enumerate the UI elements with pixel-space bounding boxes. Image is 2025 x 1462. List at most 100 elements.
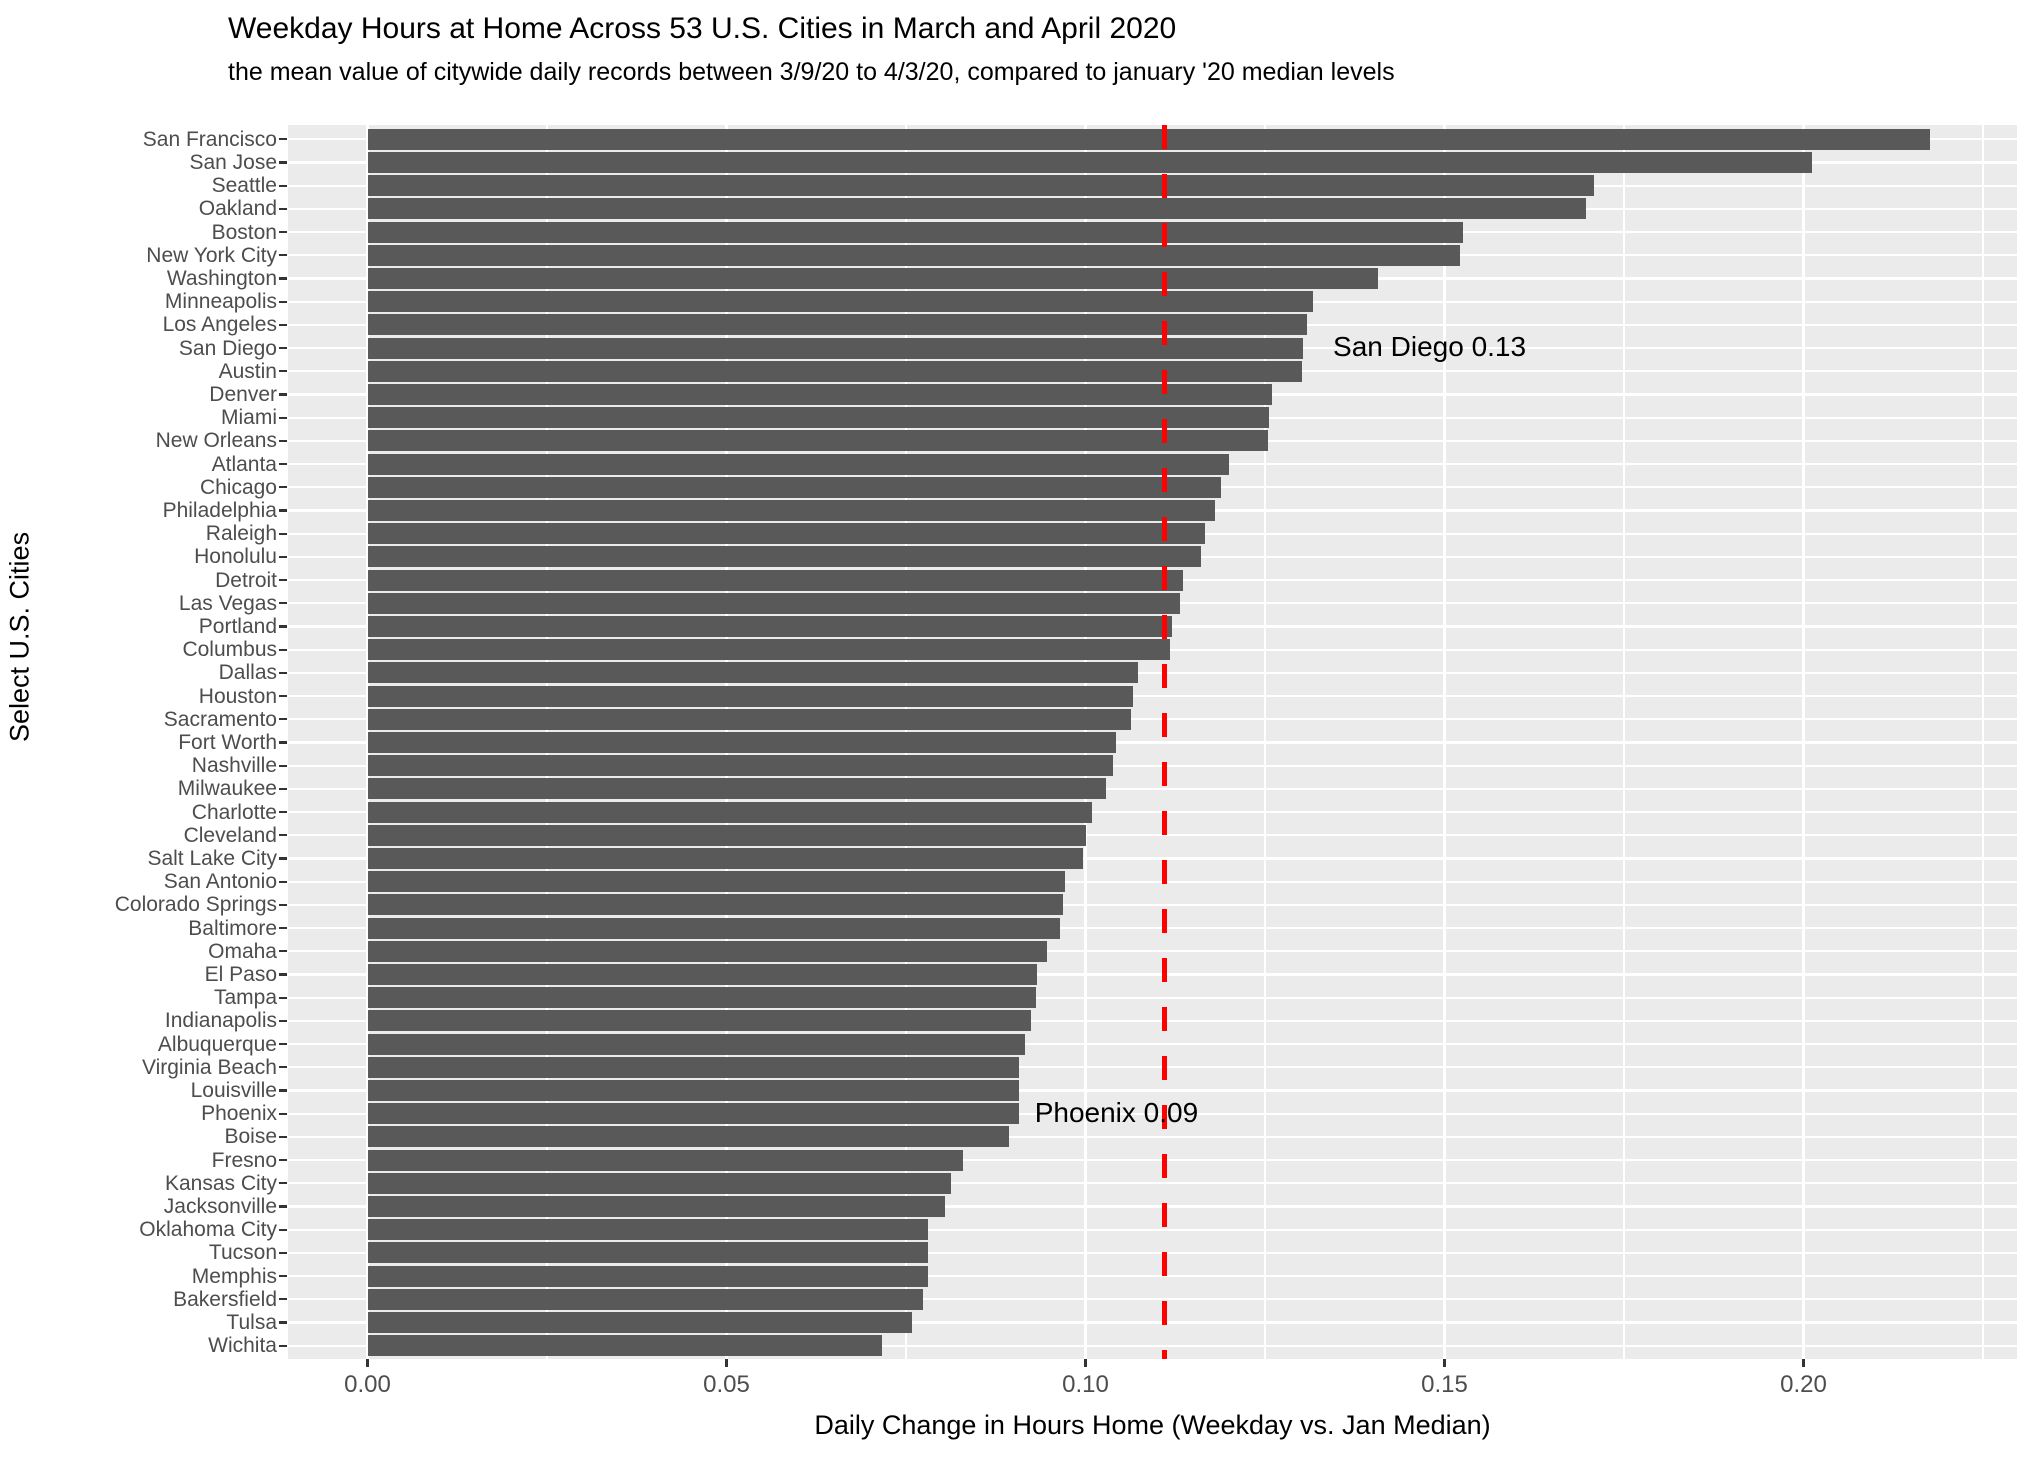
gridline-minor — [1264, 125, 1266, 1359]
gridline-horizontal — [288, 880, 2017, 883]
gridline-horizontal — [288, 1159, 2017, 1162]
y-tick-mark — [279, 439, 287, 442]
x-tick-mark — [366, 1359, 369, 1367]
y-axis-label: Las Vegas — [178, 591, 277, 615]
reference-line — [1161, 125, 1167, 1359]
bar-philadelphia — [367, 500, 1215, 521]
y-tick-mark — [279, 1205, 287, 1208]
y-tick-mark — [279, 463, 287, 466]
y-tick-mark — [279, 695, 287, 698]
y-axis-label: Chicago — [199, 475, 277, 499]
bar-honolulu — [367, 546, 1202, 568]
y-axis-label: Portland — [198, 614, 277, 638]
gridline-horizontal — [288, 695, 2017, 698]
y-tick-mark — [279, 323, 287, 326]
bar-fort-worth — [367, 732, 1116, 753]
gridline-major — [1802, 125, 1805, 1359]
y-tick-mark — [279, 184, 287, 187]
y-tick-mark — [279, 207, 287, 210]
y-axis-label: Fresno — [211, 1148, 277, 1172]
y-tick-mark — [279, 347, 287, 350]
y-axis-label: Boston — [211, 220, 277, 244]
y-tick-mark — [279, 787, 287, 790]
annotation-san-diego: San Diego 0.13 — [1333, 331, 1527, 363]
y-axis-label: Sacramento — [163, 707, 277, 731]
x-tick-mark — [725, 1359, 728, 1367]
gridline-horizontal — [288, 1275, 2017, 1278]
bar-milwaukee — [367, 778, 1106, 800]
bar-kansas-city — [367, 1172, 952, 1194]
bar-atlanta — [367, 453, 1230, 475]
bar-dallas — [367, 662, 1138, 684]
plot-panel — [288, 125, 2017, 1359]
y-axis-label: Tampa — [213, 986, 277, 1010]
y-axis-label: San Jose — [189, 150, 277, 174]
bar-el-paso — [367, 964, 1037, 985]
y-axis-label: New Orleans — [155, 429, 277, 453]
bar-los-angeles — [367, 314, 1308, 336]
y-axis-label: Oakland — [198, 197, 277, 221]
y-tick-mark — [279, 718, 287, 721]
gridline-horizontal — [288, 787, 2017, 791]
y-axis-label: Honolulu — [194, 545, 277, 569]
y-axis-label: Louisville — [190, 1078, 277, 1102]
x-tick-mark — [1802, 1359, 1805, 1367]
y-axis-label: Washington — [166, 266, 277, 290]
y-tick-mark — [279, 532, 287, 535]
gridline-horizontal — [288, 857, 2017, 860]
gridline-horizontal — [288, 1043, 2017, 1046]
y-tick-mark — [279, 486, 287, 489]
bar-houston — [367, 685, 1133, 707]
annotation-phoenix: Phoenix 0.09 — [1034, 1096, 1199, 1128]
bar-memphis — [367, 1265, 928, 1287]
y-tick-mark — [279, 1228, 287, 1231]
y-tick-mark — [279, 671, 287, 674]
y-tick-mark — [279, 1251, 287, 1254]
bar-jacksonville — [367, 1196, 945, 1217]
y-axis-label: San Francisco — [142, 127, 277, 151]
gridline-horizontal — [288, 764, 2017, 767]
y-axis-label: Tulsa — [226, 1310, 277, 1334]
y-tick-mark — [279, 834, 287, 837]
y-axis-label: Indianapolis — [164, 1009, 277, 1033]
y-tick-mark — [279, 300, 287, 303]
y-tick-mark — [279, 138, 287, 141]
bar-seattle — [367, 175, 1594, 197]
y-tick-mark — [279, 161, 287, 164]
bar-boston — [367, 221, 1464, 243]
y-axis-label: San Diego — [178, 336, 277, 360]
bar-new-york-city — [367, 244, 1461, 266]
bar-omaha — [367, 940, 1048, 962]
y-tick-mark — [279, 602, 287, 605]
y-tick-mark — [279, 370, 287, 373]
bar-wichita — [367, 1335, 883, 1357]
y-axis-label: Wichita — [208, 1334, 277, 1358]
gridline-horizontal — [288, 903, 2017, 907]
chart-title: Weekday Hours at Home Across 53 U.S. Cit… — [228, 12, 1177, 45]
y-axis-label: Tucson — [208, 1241, 277, 1265]
y-axis-label: Minneapolis — [164, 290, 277, 314]
bar-boise — [367, 1126, 1009, 1148]
gridline-minor — [1982, 125, 1984, 1359]
y-axis-label: Detroit — [215, 568, 277, 592]
bar-charlotte — [367, 801, 1092, 823]
bar-portland — [367, 616, 1172, 637]
y-axis-label: Denver — [209, 382, 277, 406]
gridline-horizontal — [288, 811, 2017, 814]
chart-subtitle: the mean value of citywide daily records… — [228, 58, 1395, 86]
y-tick-mark — [279, 996, 287, 999]
x-tick-label: 0.00 — [344, 1371, 391, 1398]
gridline-horizontal — [288, 1019, 2017, 1023]
y-axis-label: Philadelphia — [162, 498, 277, 522]
y-axis-label: Columbus — [182, 638, 277, 662]
gridline-minor — [1623, 125, 1625, 1359]
x-tick-label: 0.10 — [1062, 1371, 1109, 1398]
gridline-horizontal — [288, 1066, 2017, 1069]
bar-miami — [367, 407, 1270, 429]
y-axis-label: Miami — [221, 406, 277, 430]
y-tick-mark — [279, 903, 287, 906]
y-axis-label: Fort Worth — [178, 730, 277, 754]
y-axis-label: Oklahoma City — [139, 1218, 277, 1242]
y-axis-label: New York City — [146, 243, 277, 267]
